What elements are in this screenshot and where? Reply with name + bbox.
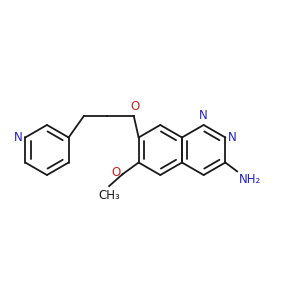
Text: N: N xyxy=(14,131,22,144)
Text: NH₂: NH₂ xyxy=(238,173,261,186)
Text: N: N xyxy=(199,109,208,122)
Text: N: N xyxy=(228,131,237,144)
Text: CH₃: CH₃ xyxy=(98,189,120,202)
Text: O: O xyxy=(112,166,121,179)
Text: O: O xyxy=(131,100,140,113)
